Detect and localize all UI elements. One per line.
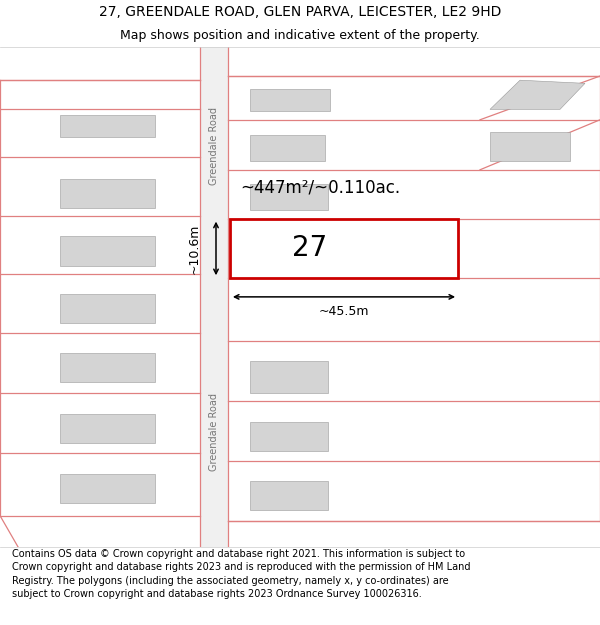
- Text: ~10.6m: ~10.6m: [187, 223, 200, 274]
- Text: Greendale Road: Greendale Road: [209, 393, 219, 471]
- Polygon shape: [490, 80, 585, 109]
- Bar: [60, 414, 155, 442]
- Bar: [230, 219, 458, 278]
- Bar: [250, 422, 328, 451]
- Text: ~45.5m: ~45.5m: [319, 305, 369, 318]
- Bar: [60, 179, 155, 208]
- Bar: [60, 474, 155, 503]
- Bar: [250, 136, 325, 161]
- Bar: [250, 361, 328, 392]
- Text: ~447m²/~0.110ac.: ~447m²/~0.110ac.: [240, 179, 400, 196]
- Bar: [60, 236, 155, 266]
- Bar: [60, 294, 155, 323]
- Bar: [250, 184, 328, 211]
- Bar: [200, 47, 228, 547]
- Bar: [60, 114, 155, 138]
- Bar: [250, 481, 328, 511]
- Bar: [490, 132, 570, 161]
- Text: Map shows position and indicative extent of the property.: Map shows position and indicative extent…: [120, 29, 480, 42]
- Text: Greendale Road: Greendale Road: [209, 107, 219, 185]
- Text: Contains OS data © Crown copyright and database right 2021. This information is : Contains OS data © Crown copyright and d…: [12, 549, 470, 599]
- Text: 27, GREENDALE ROAD, GLEN PARVA, LEICESTER, LE2 9HD: 27, GREENDALE ROAD, GLEN PARVA, LEICESTE…: [99, 5, 501, 19]
- Bar: [250, 89, 330, 111]
- Text: 27: 27: [292, 234, 328, 262]
- Bar: [60, 353, 155, 382]
